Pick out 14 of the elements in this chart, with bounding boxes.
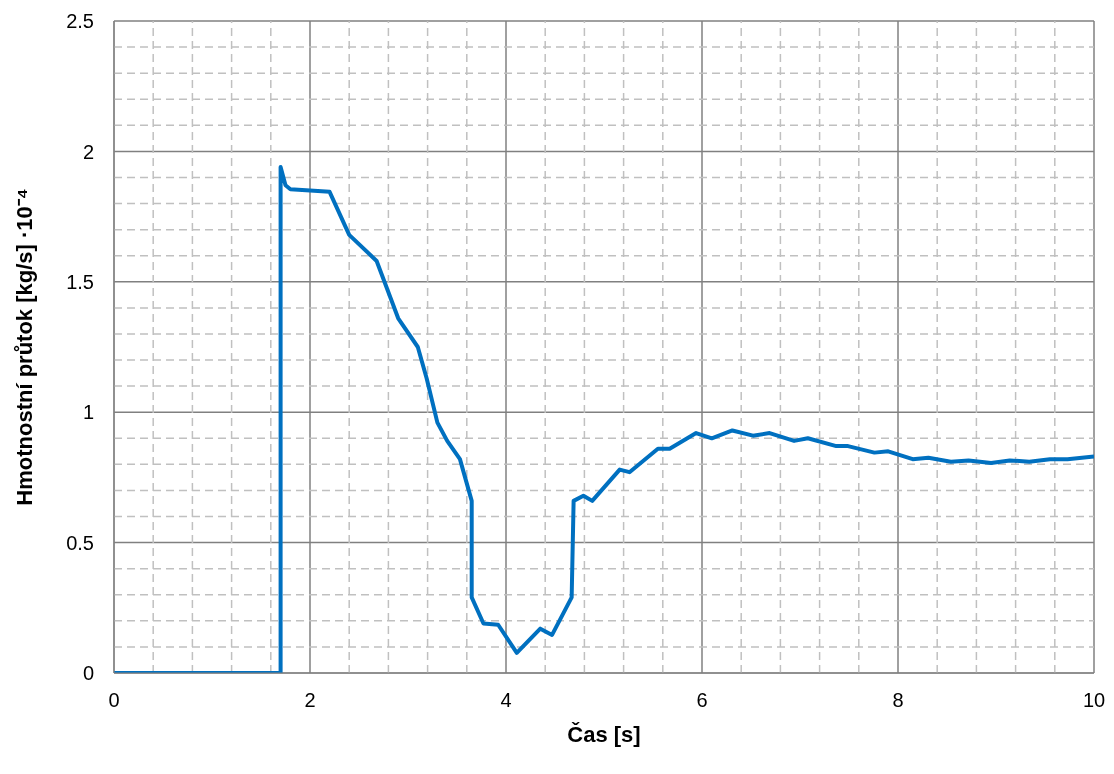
x-tick-label: 6 — [696, 689, 708, 712]
x-tick-label: 2 — [304, 689, 316, 712]
x-tick-label: 10 — [1082, 689, 1106, 712]
y-tick-label: 1.5 — [66, 270, 94, 293]
y-tick-label: 0.5 — [66, 531, 94, 554]
y-tick-label: 2 — [82, 140, 94, 163]
x-tick-label: 4 — [500, 689, 512, 712]
x-axis-title: Čas [s] — [567, 722, 641, 747]
x-tick-label: 0 — [108, 689, 120, 712]
y-axis-title: Hmotnostní průtok [kg/s] ·10⁻⁴ — [11, 188, 37, 506]
y-tick-label: 0 — [82, 662, 94, 685]
y-tick-label: 2.5 — [66, 10, 94, 33]
x-tick-label: 8 — [892, 689, 904, 712]
y-tick-label: 1 — [82, 401, 94, 424]
